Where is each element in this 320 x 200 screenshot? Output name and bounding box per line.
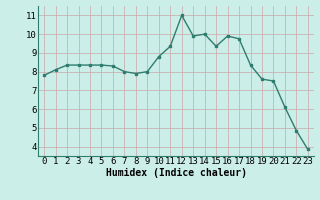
X-axis label: Humidex (Indice chaleur): Humidex (Indice chaleur) [106,168,246,178]
